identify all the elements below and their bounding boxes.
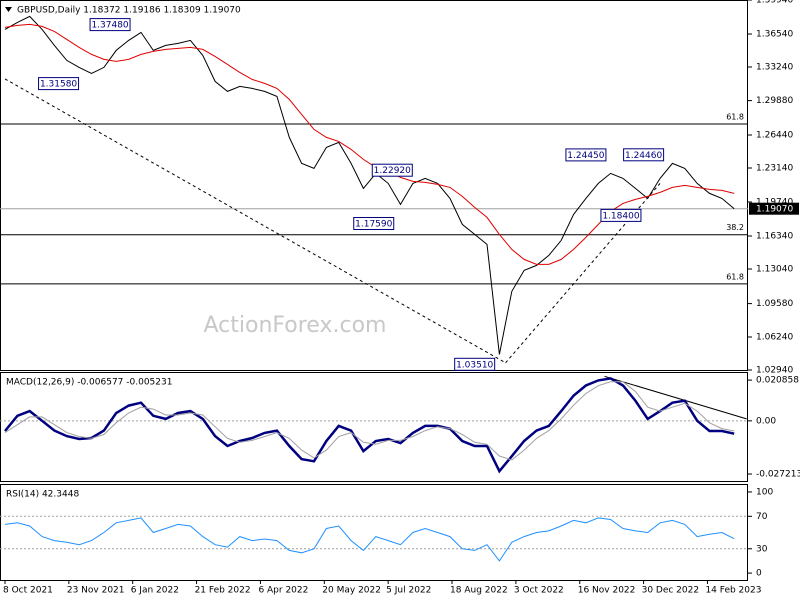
price-label-box [565, 148, 607, 162]
price-label: 1.31580 [40, 80, 77, 90]
price-label-box [353, 217, 395, 230]
y-tick-label: 1.19740 [756, 198, 793, 208]
y-tick-label: 0 [756, 569, 762, 579]
y-tick-label: 1.13040 [756, 265, 793, 275]
y-tick-label: 1.06240 [756, 333, 793, 343]
fib-label: 61.8 [726, 113, 744, 122]
price-label: 1.24450 [567, 151, 604, 161]
price-label: 1.24460 [625, 151, 662, 161]
price-label: 1.03510 [456, 360, 493, 370]
last-price-label: 1.19070 [756, 205, 793, 215]
price-label-box [600, 208, 642, 222]
y-tick-label: 0.020858 [756, 376, 799, 386]
y-tick-label: 100 [756, 487, 773, 497]
y-tick-label: 1.02940 [756, 366, 793, 376]
panel-frame [0, 484, 748, 581]
price-label-box [623, 148, 665, 162]
price-label: 1.18400 [602, 211, 639, 221]
series-line [4, 377, 735, 474]
y-tick-label: 1.39940 [756, 0, 793, 6]
panel-title: MACD(12,26,9) -0.006577 -0.005231 [6, 378, 172, 388]
price-label: 1.22920 [374, 166, 411, 176]
x-tick-label: 3 Oct 2022 [514, 586, 564, 596]
y-tick-label: 1.29880 [756, 96, 793, 106]
last-price-box [749, 202, 799, 215]
x-tick-label: 30 Dec 2022 [642, 586, 700, 596]
series-line [4, 381, 735, 461]
price-label-box [371, 163, 413, 177]
series-line [4, 15, 735, 355]
trendline [604, 375, 747, 420]
series-line [4, 517, 735, 562]
panel-title: RSI(14) 42.3448 [6, 490, 79, 500]
fib-label: 38.2 [726, 223, 744, 232]
panel-title: GBPUSD,Daily 1.18372 1.19186 1.18309 1.1… [17, 6, 241, 16]
y-tick-label: 70 [756, 512, 768, 522]
y-tick-label: 30 [756, 544, 768, 554]
x-tick-label: 14 Feb 2023 [705, 586, 761, 596]
y-tick-label: 0.00 [756, 416, 776, 426]
y-tick-label: 1.26440 [756, 131, 793, 141]
price-label-box [38, 77, 80, 91]
fib-label: 61.8 [726, 272, 744, 281]
price-label-box [89, 18, 131, 32]
price-label: 1.37480 [91, 21, 128, 31]
y-tick-label: 1.16340 [756, 232, 793, 242]
x-tick-label: 20 May 2022 [322, 586, 381, 596]
panel-frame [0, 0, 748, 371]
watermark: ActionForex.com [204, 313, 387, 338]
title-marker [5, 7, 12, 12]
y-tick-label: 1.36540 [756, 30, 793, 40]
y-tick-label: 1.23140 [756, 164, 793, 174]
x-tick-label: 16 Nov 2022 [578, 586, 636, 596]
price-label: 1.17590 [355, 220, 392, 230]
y-tick-label: -0.027213 [756, 469, 800, 479]
x-tick-label: 5 Jul 2022 [386, 586, 431, 596]
y-tick-label: 1.33240 [756, 63, 793, 73]
x-tick-label: 18 Aug 2022 [450, 586, 508, 596]
x-tick-label: 21 Feb 2022 [195, 586, 251, 596]
panel-frame [0, 372, 748, 482]
price-label-box [454, 357, 496, 371]
y-tick-label: 1.09580 [756, 299, 793, 309]
x-tick-label: 8 Oct 2021 [3, 586, 53, 596]
x-tick-label: 23 Nov 2021 [67, 586, 125, 596]
x-tick-label: 6 Apr 2022 [258, 586, 308, 596]
x-tick-label: 6 Jan 2022 [131, 586, 179, 596]
